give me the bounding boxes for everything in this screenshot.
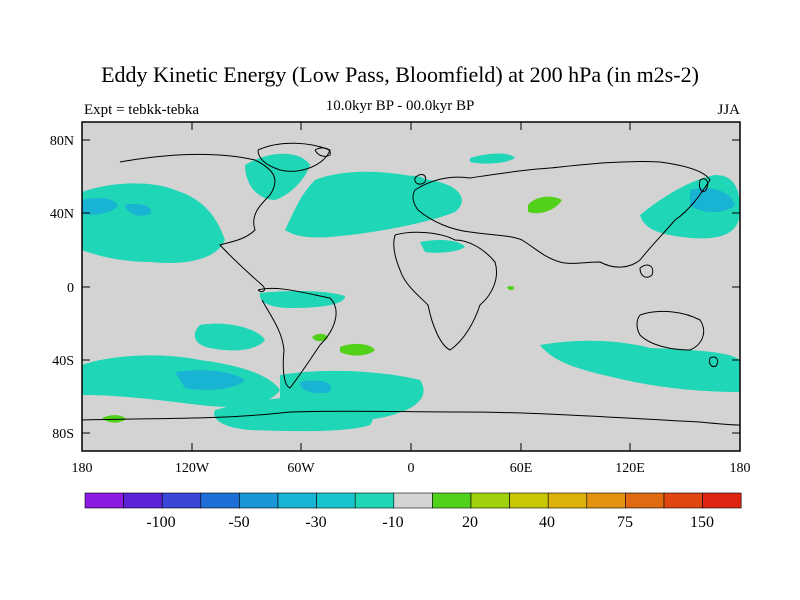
- plot-title: Eddy Kinetic Energy (Low Pass, Bloomfiel…: [101, 62, 699, 87]
- lat-label-0: 0: [67, 281, 74, 296]
- colorbar-box: [547, 492, 588, 509]
- cyan-anomaly-regions: [82, 153, 740, 432]
- colorbar-box: [432, 492, 472, 509]
- blue-anomaly-regions: [82, 188, 735, 394]
- lat-label-40s: 40S: [52, 354, 74, 369]
- lon-label-60w: 60W: [287, 461, 315, 476]
- colorbar-box: [277, 492, 317, 509]
- colorbar-box: [509, 492, 549, 509]
- lon-label-0: 0: [408, 461, 415, 476]
- coastlines: [82, 142, 740, 426]
- colorbar-boxes: [84, 492, 742, 509]
- colorbar-box: [393, 492, 433, 509]
- lon-label-180w: 180: [72, 461, 93, 476]
- season-label: JJA: [717, 102, 740, 118]
- lat-label-80n: 80N: [50, 134, 74, 149]
- colorbar-label-neg10: -10: [382, 514, 403, 531]
- lon-label-120w: 120W: [175, 461, 210, 476]
- experiment-label: Expt = tebkk-tebka: [84, 102, 200, 118]
- colorbar-box: [239, 492, 279, 509]
- latitude-axis: 80N 40N 0 40S 80S: [50, 134, 740, 442]
- lon-label-60e: 60E: [510, 461, 533, 476]
- colorbar-box: [470, 492, 510, 509]
- lat-label-80s: 80S: [52, 427, 74, 442]
- colorbar-box: [84, 492, 124, 509]
- colorbar-box: [625, 492, 665, 509]
- colorbar-label-75: 75: [617, 514, 633, 531]
- colorbar: -100 -50 -30 -10 20 40 75 150: [84, 492, 742, 531]
- lon-label-120e: 120E: [615, 461, 645, 476]
- colorbar-box: [354, 492, 395, 509]
- colorbar-box: [702, 492, 742, 509]
- lon-label-180e: 180: [730, 461, 751, 476]
- colorbar-box: [161, 492, 202, 509]
- colorbar-box: [123, 492, 163, 509]
- colorbar-box: [586, 492, 626, 509]
- colorbar-label-neg50: -50: [228, 514, 249, 531]
- period-label: 10.0kyr BP - 00.0kyr BP: [325, 98, 475, 114]
- colorbar-box: [663, 492, 703, 509]
- colorbar-label-40: 40: [539, 514, 555, 531]
- longitude-axis: 180 120W 60W 0 60E 120E 180: [72, 122, 751, 476]
- colorbar-label-150: 150: [690, 514, 714, 531]
- colorbar-label-neg30: -30: [305, 514, 326, 531]
- map-field: [82, 122, 740, 451]
- colorbar-box: [316, 492, 356, 509]
- colorbar-label-20: 20: [462, 514, 478, 531]
- lat-label-40n: 40N: [50, 207, 74, 222]
- colorbar-label-neg100: -100: [146, 514, 175, 531]
- colorbar-box: [200, 492, 240, 509]
